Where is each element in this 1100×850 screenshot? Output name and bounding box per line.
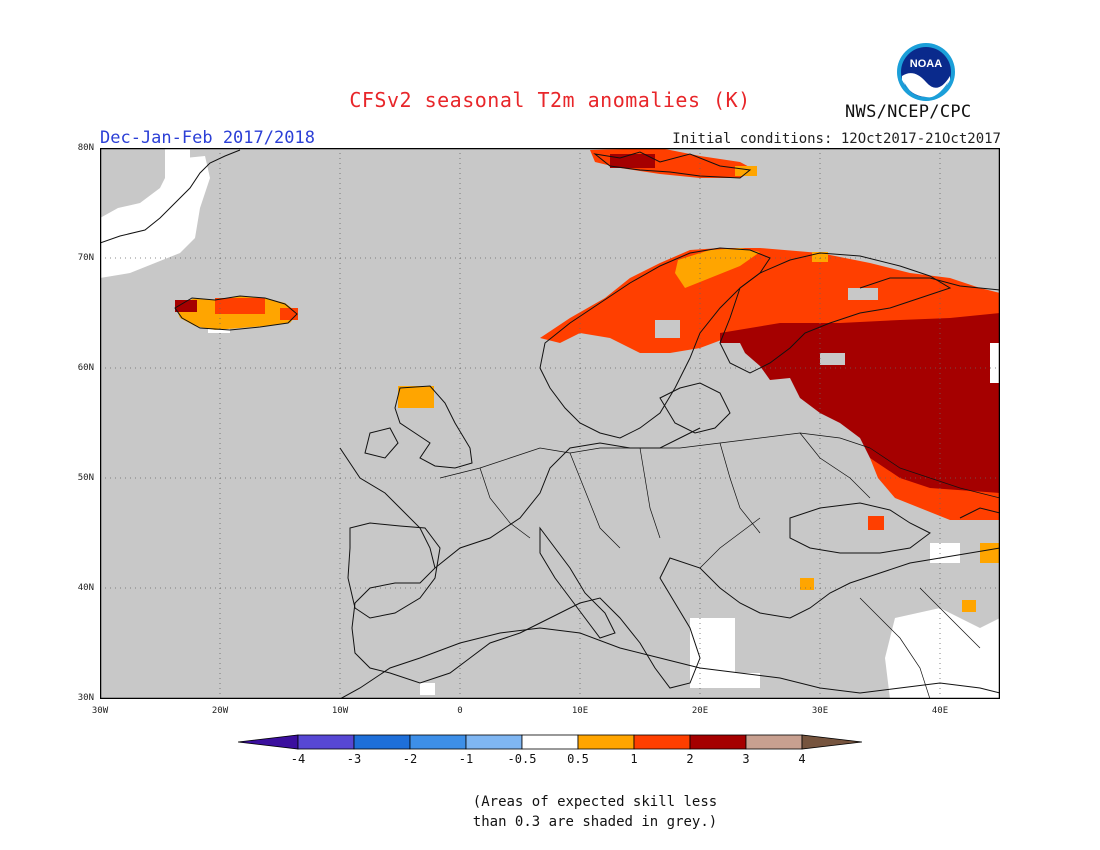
lon-label-40e: 40E (931, 706, 949, 716)
colorbar-label-1: 1 (630, 752, 638, 766)
colorbar-cell (689, 734, 747, 750)
colorbar-cell (745, 734, 803, 750)
colorbar-label-05: 0.5 (567, 752, 589, 766)
scandinavia-anomaly (540, 248, 1000, 353)
colorbar-cell (633, 734, 691, 750)
colorbar (238, 734, 862, 750)
colorbar-cell (297, 734, 355, 750)
western-russia-anomaly (720, 313, 1000, 520)
country-borders (439, 432, 1000, 699)
agency-label: NWS/NCEP/CPC (845, 102, 972, 122)
map-frame (100, 148, 1000, 699)
colorbar-label-3: 3 (742, 752, 750, 766)
skill-footnote-line2: than 0.3 are shaded in grey.) (472, 814, 718, 830)
lon-label-10e: 10E (571, 706, 589, 716)
colorbar-arrow-high (801, 734, 862, 750)
low-anomaly-white-areas (100, 148, 1000, 699)
colorbar-cell (577, 734, 635, 750)
lat-label-40n: 40N (77, 583, 94, 593)
lat-label-50n: 50N (77, 473, 94, 483)
caucasus-anomaly (980, 543, 1000, 563)
anomaly-map (100, 148, 1000, 699)
colorbar-label-m4: -4 (290, 752, 306, 766)
crimea-anomaly (868, 516, 884, 530)
noaa-logo-icon: NOAA (897, 43, 955, 101)
initial-conditions-label: Initial conditions: 12Oct2017-21Oct2017 (672, 131, 1001, 147)
scotland-anomaly (398, 386, 434, 408)
lon-label-30e: 30E (811, 706, 829, 716)
skill-footnote: (Areas of expected skill less than 0.3 a… (0, 792, 1100, 832)
svg-text:NOAA: NOAA (910, 58, 942, 70)
colorbar-label-m1: -1 (458, 752, 474, 766)
lat-label-60n: 60N (77, 363, 94, 373)
lon-label-30w: 30W (91, 706, 109, 716)
turkey-anomaly-1 (800, 578, 814, 590)
colorbar-label-2: 2 (686, 752, 694, 766)
lon-label-10w: 10W (331, 706, 349, 716)
colorbar-cell (353, 734, 411, 750)
colorbar-cell (521, 734, 579, 750)
skill-footnote-line1: (Areas of expected skill less (472, 794, 718, 810)
map-title: CFSv2 seasonal T2m anomalies (K) (349, 88, 751, 112)
colorbar-label-m3: -3 (346, 752, 362, 766)
lon-label-20w: 20W (211, 706, 229, 716)
colorbar-label-m05: -0.5 (507, 752, 537, 766)
season-label: Dec-Jan-Feb 2017/2018 (100, 128, 315, 148)
colorbar-cell (409, 734, 467, 750)
lat-label-70n: 70N (77, 253, 94, 263)
colorbar-cell (465, 734, 523, 750)
colorbar-label-4: 4 (798, 752, 806, 766)
coastlines (100, 149, 1000, 699)
turkey-anomaly-2 (962, 600, 976, 612)
lon-label-0: 0 (457, 706, 463, 716)
lat-label-80n: 80N (77, 143, 94, 153)
lat-label-30n: 30N (77, 693, 94, 703)
lon-label-20e: 20E (691, 706, 709, 716)
iceland-anomaly (175, 296, 298, 330)
colorbar-arrow-low (238, 734, 299, 750)
colorbar-label-m2: -2 (402, 752, 418, 766)
